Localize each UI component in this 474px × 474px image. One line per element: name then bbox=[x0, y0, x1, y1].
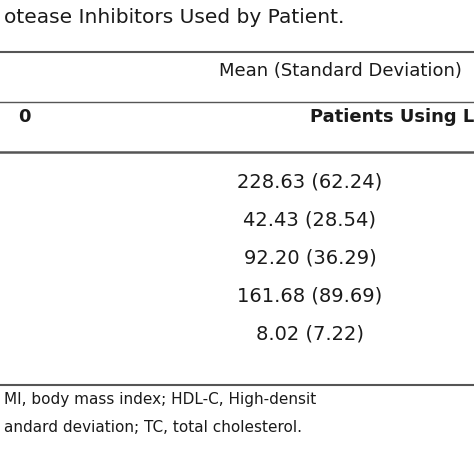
Text: 8.02 (7.22): 8.02 (7.22) bbox=[256, 324, 364, 343]
Text: MI, body mass index; HDL-C, High-densit: MI, body mass index; HDL-C, High-densit bbox=[4, 392, 316, 407]
Text: 92.20 (36.29): 92.20 (36.29) bbox=[244, 248, 376, 267]
Text: 228.63 (62.24): 228.63 (62.24) bbox=[237, 172, 383, 191]
Text: 42.43 (28.54): 42.43 (28.54) bbox=[244, 210, 376, 229]
Text: Mean (Standard Deviation): Mean (Standard Deviation) bbox=[219, 62, 461, 80]
Text: andard deviation; TC, total cholesterol.: andard deviation; TC, total cholesterol. bbox=[4, 420, 302, 435]
Text: 0: 0 bbox=[18, 108, 30, 126]
Text: 161.68 (89.69): 161.68 (89.69) bbox=[237, 286, 383, 305]
Text: otease Inhibitors Used by Patient.: otease Inhibitors Used by Patient. bbox=[4, 8, 345, 27]
Text: Patients Using LPV/r, n = 150: Patients Using LPV/r, n = 150 bbox=[310, 108, 474, 126]
